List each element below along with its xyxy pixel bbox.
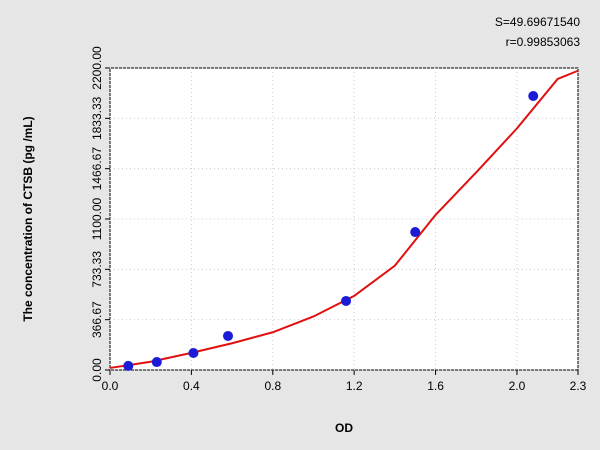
data-point xyxy=(123,360,134,371)
annotation: S=49.69671540 xyxy=(495,15,580,29)
annotation: r=0.99853063 xyxy=(506,35,581,49)
data-point xyxy=(528,91,539,102)
y-tick-label: 366.67 xyxy=(90,301,104,338)
y-tick-label: 1466.67 xyxy=(90,147,104,191)
x-tick-label: 2.3 xyxy=(570,379,587,393)
data-point xyxy=(188,347,199,358)
x-tick-label: 1.2 xyxy=(346,379,363,393)
x-tick-label: 1.6 xyxy=(427,379,444,393)
x-tick-label: 0.0 xyxy=(102,379,119,393)
data-point xyxy=(341,295,352,306)
x-tick-label: 0.4 xyxy=(183,379,200,393)
x-tick-label: 2.0 xyxy=(509,379,526,393)
y-tick-label: 733.33 xyxy=(90,251,104,288)
y-tick-label: 2200.00 xyxy=(90,46,104,90)
data-point xyxy=(223,330,234,341)
plot-area xyxy=(109,67,579,371)
data-point xyxy=(151,357,162,368)
x-axis-label: OD xyxy=(335,421,353,435)
data-point xyxy=(410,227,421,238)
x-tick-label: 0.8 xyxy=(264,379,281,393)
y-tick-label: 1833.33 xyxy=(90,96,104,140)
y-axis-label: The concentration of CTSB (pg /mL) xyxy=(21,116,35,321)
y-tick-label: 1100.00 xyxy=(90,197,104,240)
y-tick-label: 0.00 xyxy=(90,358,104,382)
